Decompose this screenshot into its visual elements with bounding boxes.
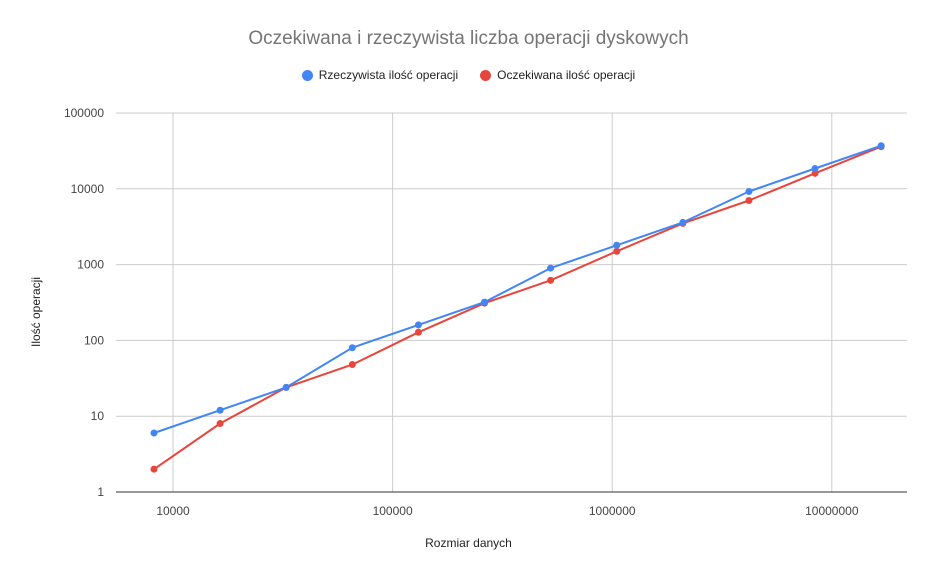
data-point-expected <box>745 197 753 205</box>
legend-marker-expected <box>480 69 492 81</box>
data-point-actual <box>348 344 356 352</box>
data-point-actual <box>811 165 819 173</box>
legend-item-actual[interactable]: Rzeczywista ilość operacji <box>301 68 459 82</box>
legend-marker-actual <box>301 69 313 81</box>
legend-item-expected[interactable]: Oczekiwana ilość operacji <box>480 68 635 82</box>
legend-label-expected: Oczekiwana ilość operacji <box>497 68 636 82</box>
data-point-actual <box>481 298 489 306</box>
x-tick-label: 10000000 <box>805 504 859 518</box>
data-point-actual <box>877 142 885 150</box>
chart-title: Oczekiwana i rzeczywista liczba operacji… <box>248 28 689 49</box>
y-tick-label: 1 <box>97 485 104 499</box>
x-tick-label: 1000000 <box>589 504 636 518</box>
data-point-actual <box>679 218 687 226</box>
data-point-expected <box>547 276 555 284</box>
y-tick-label: 10 <box>91 409 105 423</box>
chart-legend: Rzeczywista ilość operacji Oczekiwana il… <box>0 68 937 82</box>
x-axis-label: Rozmiar danych <box>425 536 512 550</box>
data-point-actual <box>414 321 422 329</box>
data-point-actual <box>613 241 621 249</box>
x-tick-label: 10000 <box>156 504 190 518</box>
data-point-actual <box>216 406 224 414</box>
y-tick-label: 100000 <box>64 106 104 120</box>
data-point-actual <box>745 188 753 196</box>
data-point-expected <box>150 465 158 473</box>
y-tick-label: 10000 <box>71 182 105 196</box>
data-point-actual <box>547 264 555 272</box>
y-tick-label: 100 <box>84 333 104 347</box>
series-line-actual <box>153 144 882 434</box>
data-point-actual <box>282 383 290 391</box>
legend-label-actual: Rzeczywista ilość operacji <box>318 68 459 82</box>
data-point-expected <box>613 247 621 255</box>
data-point-expected <box>414 328 422 336</box>
y-tick-label: 1000 <box>77 258 104 272</box>
y-axis-label: Ilość operacji <box>29 276 43 348</box>
x-tick-label: 100000 <box>373 504 413 518</box>
data-point-actual <box>150 429 158 437</box>
data-point-expected <box>216 420 224 428</box>
data-point-expected <box>348 361 356 369</box>
series-line-expected <box>153 145 882 471</box>
